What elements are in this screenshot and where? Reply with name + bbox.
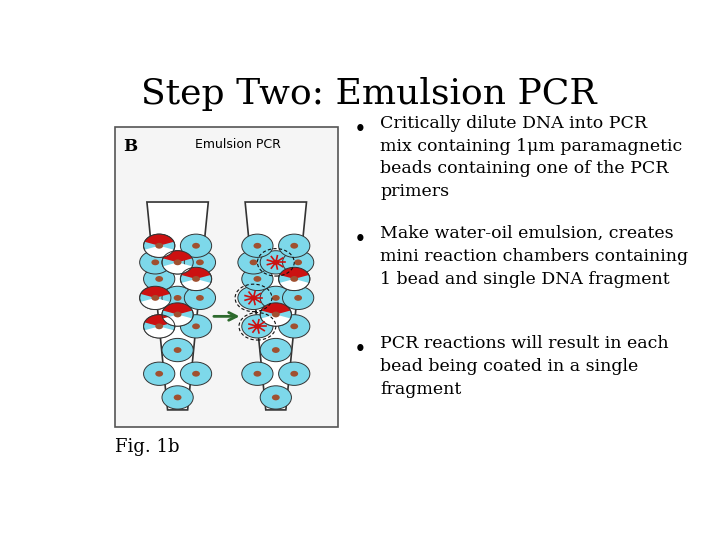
Circle shape bbox=[174, 312, 181, 318]
Circle shape bbox=[181, 362, 212, 386]
Circle shape bbox=[254, 324, 261, 329]
Circle shape bbox=[143, 362, 175, 386]
Text: •: • bbox=[354, 119, 366, 141]
Circle shape bbox=[290, 371, 298, 377]
Circle shape bbox=[184, 251, 215, 274]
Circle shape bbox=[260, 286, 292, 309]
Circle shape bbox=[238, 286, 269, 309]
Circle shape bbox=[279, 362, 310, 386]
Circle shape bbox=[242, 234, 273, 258]
Circle shape bbox=[162, 339, 193, 362]
Wedge shape bbox=[279, 267, 309, 279]
Circle shape bbox=[272, 260, 279, 265]
Circle shape bbox=[260, 251, 292, 274]
Circle shape bbox=[290, 243, 298, 248]
Circle shape bbox=[184, 286, 215, 309]
Text: Step Two: Emulsion PCR: Step Two: Emulsion PCR bbox=[141, 77, 597, 111]
Circle shape bbox=[156, 276, 163, 282]
Wedge shape bbox=[140, 298, 170, 309]
Circle shape bbox=[156, 243, 163, 248]
Circle shape bbox=[260, 339, 292, 362]
Wedge shape bbox=[145, 315, 174, 326]
Text: Make water-oil emulsion, creates
mini reaction chambers containing
1 bead and si: Make water-oil emulsion, creates mini re… bbox=[380, 225, 688, 288]
Circle shape bbox=[272, 347, 280, 353]
Circle shape bbox=[242, 267, 273, 291]
Wedge shape bbox=[163, 303, 192, 314]
Bar bbox=[115, 127, 338, 427]
Circle shape bbox=[156, 323, 163, 329]
Polygon shape bbox=[245, 202, 307, 410]
Circle shape bbox=[143, 315, 175, 338]
Text: PCR reactions will result in each
bead being coated in a single
fragment: PCR reactions will result in each bead b… bbox=[380, 335, 669, 398]
Circle shape bbox=[242, 315, 273, 338]
Circle shape bbox=[181, 267, 212, 291]
Circle shape bbox=[192, 371, 200, 377]
Wedge shape bbox=[261, 314, 290, 326]
Circle shape bbox=[192, 276, 200, 282]
Circle shape bbox=[151, 295, 159, 301]
Circle shape bbox=[253, 276, 261, 282]
Circle shape bbox=[282, 286, 314, 309]
Circle shape bbox=[294, 295, 302, 301]
Text: •: • bbox=[354, 229, 366, 251]
Wedge shape bbox=[163, 314, 192, 326]
Circle shape bbox=[140, 251, 171, 274]
Circle shape bbox=[156, 371, 163, 377]
Wedge shape bbox=[145, 234, 174, 246]
Circle shape bbox=[174, 259, 181, 265]
Text: •: • bbox=[354, 339, 366, 361]
Text: Fig. 1b: Fig. 1b bbox=[115, 437, 179, 456]
Circle shape bbox=[143, 234, 175, 258]
Circle shape bbox=[192, 243, 200, 248]
Circle shape bbox=[162, 251, 193, 274]
Circle shape bbox=[282, 251, 314, 274]
Wedge shape bbox=[181, 267, 211, 279]
Circle shape bbox=[174, 295, 181, 301]
Circle shape bbox=[162, 386, 193, 409]
Circle shape bbox=[238, 251, 269, 274]
Circle shape bbox=[162, 303, 193, 326]
Circle shape bbox=[196, 259, 204, 265]
Circle shape bbox=[250, 295, 257, 300]
Circle shape bbox=[250, 259, 258, 265]
Circle shape bbox=[294, 259, 302, 265]
Wedge shape bbox=[163, 251, 192, 262]
Circle shape bbox=[143, 267, 175, 291]
Circle shape bbox=[253, 371, 261, 377]
Text: Emulsion PCR: Emulsion PCR bbox=[195, 138, 281, 151]
Circle shape bbox=[242, 362, 273, 386]
Circle shape bbox=[290, 276, 298, 282]
Circle shape bbox=[260, 386, 292, 409]
Wedge shape bbox=[181, 279, 211, 291]
Circle shape bbox=[140, 286, 171, 309]
Circle shape bbox=[192, 323, 200, 329]
Circle shape bbox=[279, 315, 310, 338]
Wedge shape bbox=[279, 279, 309, 291]
Circle shape bbox=[260, 303, 292, 326]
Circle shape bbox=[253, 243, 261, 248]
Circle shape bbox=[181, 315, 212, 338]
Wedge shape bbox=[145, 246, 174, 258]
Wedge shape bbox=[261, 303, 290, 314]
Circle shape bbox=[279, 267, 310, 291]
Circle shape bbox=[174, 347, 181, 353]
Wedge shape bbox=[140, 286, 170, 298]
Circle shape bbox=[151, 259, 159, 265]
Circle shape bbox=[272, 312, 280, 318]
Polygon shape bbox=[147, 202, 208, 410]
Circle shape bbox=[162, 286, 193, 309]
Circle shape bbox=[272, 395, 280, 400]
Circle shape bbox=[196, 295, 204, 301]
Text: B: B bbox=[124, 138, 138, 154]
Circle shape bbox=[181, 234, 212, 258]
Wedge shape bbox=[145, 326, 174, 338]
Circle shape bbox=[279, 234, 310, 258]
Circle shape bbox=[272, 295, 280, 301]
Circle shape bbox=[174, 395, 181, 400]
Text: Critically dilute DNA into PCR
mix containing 1μm paramagnetic
beads containing : Critically dilute DNA into PCR mix conta… bbox=[380, 114, 683, 200]
Wedge shape bbox=[163, 262, 192, 274]
Circle shape bbox=[290, 323, 298, 329]
